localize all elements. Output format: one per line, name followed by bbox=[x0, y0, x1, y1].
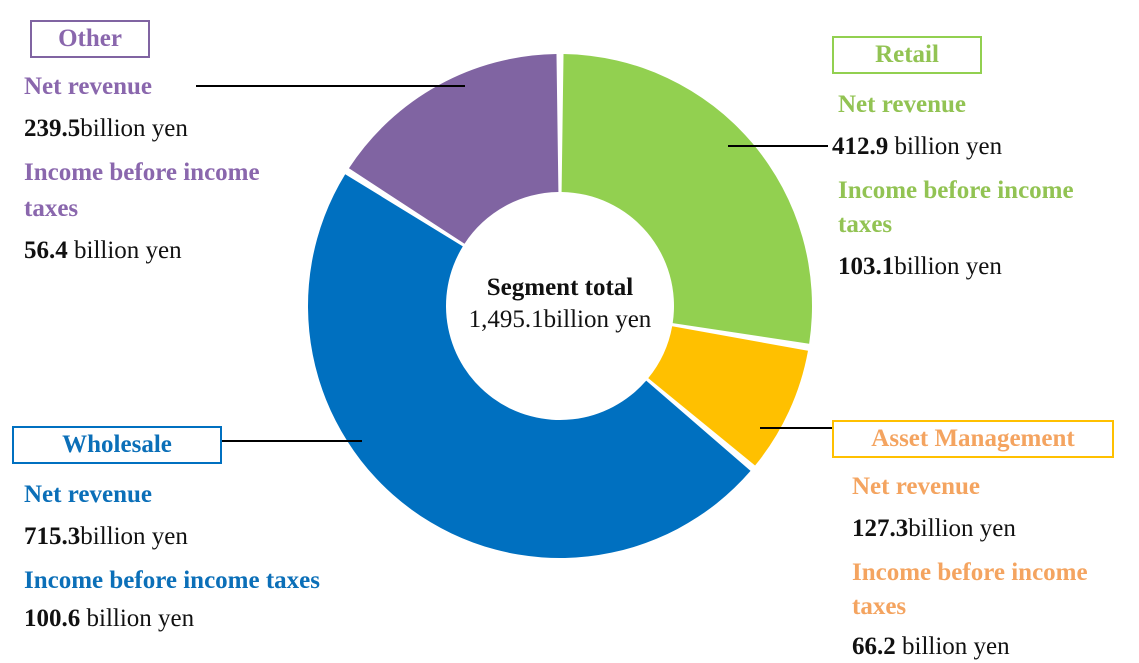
segment-name-retail: Retail bbox=[832, 36, 982, 74]
asset-net-revenue-value: 127.3billion yen bbox=[852, 515, 1016, 542]
wholesale-income-label: Income before income taxes bbox=[24, 567, 320, 594]
other-income-value: 56.4 billion yen bbox=[24, 237, 182, 264]
donut-slice-retail bbox=[561, 54, 813, 344]
donut-slice-other bbox=[348, 54, 559, 244]
donut-slice-asset-management bbox=[648, 326, 808, 466]
donut-slices bbox=[307, 54, 813, 559]
other-income-label-line1: Income before income bbox=[24, 159, 260, 186]
retail-net-revenue-label: Net revenue bbox=[838, 91, 966, 118]
donut-slice-wholesale bbox=[307, 174, 751, 559]
asset-income-label-line1: Income before income bbox=[852, 559, 1088, 586]
segment-total-title: Segment total bbox=[486, 274, 634, 301]
retail-income-label-line1: Income before income bbox=[838, 177, 1074, 204]
wholesale-net-revenue-label: Net revenue bbox=[24, 481, 152, 508]
segment-name-asset-management: Asset Management bbox=[832, 420, 1114, 458]
retail-income-value: 103.1billion yen bbox=[838, 253, 1002, 280]
other-net-revenue-label: Net revenue bbox=[24, 73, 152, 100]
asset-income-label-line2: taxes bbox=[852, 593, 907, 620]
wholesale-net-revenue-value: 715.3billion yen bbox=[24, 523, 188, 550]
leader-lines bbox=[196, 85, 832, 442]
segment-name-wholesale: Wholesale bbox=[12, 426, 222, 464]
asset-net-revenue-label: Net revenue bbox=[852, 473, 980, 500]
segment-total-value: 1,495.1billion yen bbox=[468, 306, 652, 333]
segment-name-other: Other bbox=[30, 20, 150, 58]
asset-income-value: 66.2 billion yen bbox=[852, 633, 1010, 660]
retail-net-revenue-value: 412.9 billion yen bbox=[832, 133, 1003, 160]
wholesale-income-value: 100.6 billion yen bbox=[24, 605, 195, 632]
retail-income-label-line2: taxes bbox=[838, 211, 893, 238]
other-net-revenue-value: 239.5billion yen bbox=[24, 115, 188, 142]
other-income-label-line2: taxes bbox=[24, 195, 79, 222]
donut-center-label: Segment total 1,495.1billion yen bbox=[448, 272, 672, 336]
